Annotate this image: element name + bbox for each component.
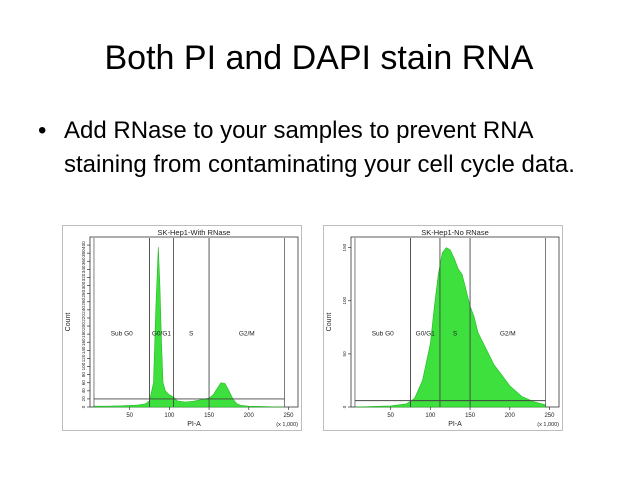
gate-label: G0/G1 [416,331,436,338]
x-tick-label: 50 [387,413,394,419]
y-tick-label: 20 [81,396,86,402]
gate-label: G2/M [500,331,516,338]
y-axis-label: Count [326,313,333,332]
y-tick-label: 380 [81,249,86,257]
x-tick-label: 250 [283,413,294,419]
x-tick-label: 150 [465,413,476,419]
histogram-series [93,247,285,408]
y-tick-label: 260 [81,297,86,305]
x-axis-label: PI-A [187,421,201,428]
histogram-series [354,247,546,408]
histogram-no-rnase: SK-Hep1-No RNase Sub G0 G0/G1 S G2/M 50 100 150… [323,225,563,431]
bullet-text: Add RNase to your samples to prevent RNA… [64,117,575,178]
y-tick-label: 50 [342,351,347,357]
chart-title: SK-Hep1-No RNase [421,228,489,237]
x-tick-label: 50 [126,413,133,419]
y-axis-label: Count [65,313,72,332]
y-tick-label: 200 [81,322,86,330]
x-tick-label: 250 [544,413,555,419]
y-tick-label: 320 [81,273,86,281]
slide-title: Both PI and DAPI stain RNA [104,39,534,77]
y-tick-label: 60 [81,380,86,386]
y-tick-label: 80 [81,372,86,378]
y-tick-label: 120 [81,354,86,362]
y-tick-label: 240 [81,306,86,314]
y-tick-label: 40 [81,388,86,394]
x-scale-note: (x 1,000) [537,422,559,428]
bullet-dot: • [38,117,47,144]
gate-label: Sub G0 [372,331,394,338]
chart-title: SK-Hep1-With RNase [158,228,231,237]
y-tick-label: 400 [81,241,86,249]
y-tick-label: 100 [81,362,86,370]
y-tick-label: 0 [342,405,347,408]
y-tick-label: 160 [81,338,86,346]
gate-label: S [189,331,194,338]
gate-label: S [453,331,458,338]
x-tick-label: 100 [164,413,175,419]
x-axis-label: PI-A [448,421,462,428]
y-tick-label: 180 [81,330,86,338]
y-tick-label: 0 [81,405,86,408]
x-tick-label: 200 [244,413,255,419]
y-tick-label: 140 [81,346,86,354]
gate-label: G2/M [239,331,255,338]
y-tick-label: 150 [342,243,347,251]
y-tick-label: 340 [81,265,86,273]
x-tick-label: 100 [425,413,436,419]
gate-label: G0/G1 [152,331,172,338]
x-tick-label: 150 [204,413,215,419]
y-tick-label: 220 [81,314,86,322]
plot-area [89,236,299,408]
y-tick-label: 300 [81,281,86,289]
x-scale-note: (x 1,000) [276,422,298,428]
gate-label: Sub G0 [111,331,133,338]
y-tick-label: 360 [81,257,86,265]
y-tick-label: 280 [81,289,86,297]
x-tick-label: 200 [505,413,516,419]
y-tick-label: 100 [342,296,347,304]
